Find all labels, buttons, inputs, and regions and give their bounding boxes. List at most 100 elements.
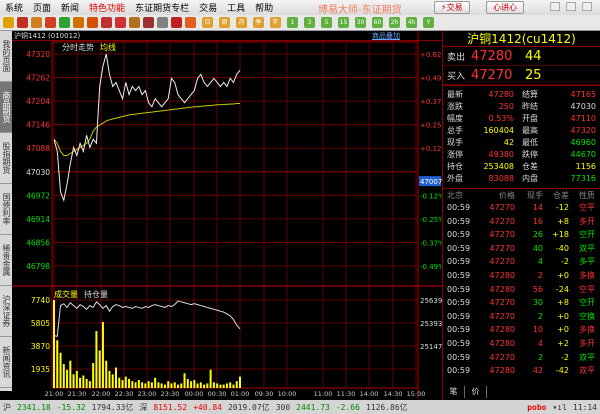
hs300-label: 300: [275, 402, 291, 412]
menu-item[interactable]: 特色功能: [89, 4, 126, 14]
sidebar-tab[interactable]: 沪深证券: [0, 286, 12, 337]
price-tick: 46914: [26, 215, 50, 224]
sidebar-tab[interactable]: 国债利率: [0, 184, 12, 235]
stat-value: 47320: [570, 126, 596, 135]
period-button[interactable]: 1: [287, 17, 298, 28]
layer-icon[interactable]: [101, 17, 112, 28]
table-icon[interactable]: [157, 17, 168, 28]
stat-label: 幅度: [447, 114, 463, 123]
period-button[interactable]: Y: [423, 17, 434, 28]
stat-value: 1156: [575, 162, 596, 171]
volume-bar: [56, 340, 59, 388]
hs300-change: -2.66: [335, 402, 360, 412]
period-button[interactable]: 15: [338, 17, 349, 28]
trade-qty: 4: [537, 257, 543, 267]
refresh-icon[interactable]: [59, 17, 70, 28]
zoom-out-icon[interactable]: [87, 17, 98, 28]
volume-bar: [72, 374, 75, 388]
sidebar-tab[interactable]: 商品期货: [0, 82, 12, 133]
menu-item[interactable]: 交易: [199, 4, 218, 14]
menu-item[interactable]: 页面: [33, 4, 52, 14]
menu-item[interactable]: 系统: [5, 4, 24, 14]
trade-tabs: 笔价: [443, 386, 487, 398]
stat-label: 持仓: [447, 162, 463, 171]
trade-row: 00:59 47270 16 +8 多开: [443, 215, 600, 229]
menu-item[interactable]: 工具: [227, 4, 246, 14]
trade-oi-change: -24: [555, 284, 569, 294]
volume-bar: [160, 383, 163, 388]
home-icon[interactable]: [17, 17, 28, 28]
intraday-chart-icon[interactable]: [171, 17, 182, 28]
trade-row: 00:59 47270 40 -40 双平: [443, 242, 600, 256]
stat-label: 结算: [522, 90, 538, 99]
stat-label: 总手: [447, 126, 463, 135]
period-button[interactable]: 5: [321, 17, 332, 28]
bid-row: 买入 47270 25: [443, 66, 600, 85]
period-button[interactable]: 年: [270, 17, 281, 28]
trade-button[interactable]: ⚡交易: [434, 1, 470, 14]
stat-value: 250: [498, 102, 514, 111]
add-overlay-link[interactable]: 商品叠加: [372, 32, 400, 40]
stat-label: 最新: [447, 90, 463, 99]
period-button[interactable]: 30: [355, 17, 366, 28]
volume-bar: [108, 370, 111, 388]
stat-row: 外盘 83088 内盘 77316: [443, 173, 600, 185]
close-button[interactable]: [582, 2, 592, 11]
pct-tick: -0.25%: [420, 216, 442, 224]
period-button[interactable]: 4h: [406, 17, 417, 28]
trade-price: 47270: [489, 216, 515, 226]
minimize-button[interactable]: [550, 2, 560, 11]
kline-icon[interactable]: [185, 17, 196, 28]
trade-price: 47270: [489, 230, 515, 240]
volume-bar: [222, 384, 225, 388]
menu-item[interactable]: 帮助: [255, 4, 274, 14]
menu-item[interactable]: 新闻: [61, 4, 80, 14]
pen-icon[interactable]: [115, 17, 126, 28]
trade-row: 00:59 47270 30 +8 空开: [443, 296, 600, 310]
sidebar-tab[interactable]: 稀贵金属: [0, 235, 12, 286]
page-icon[interactable]: [31, 17, 42, 28]
intraday-chart[interactable]: 47320 +0.62% 47262 +0.49% 47204 +0.37% 47146 +0…: [0, 0, 442, 400]
zoom-in-icon[interactable]: [73, 17, 84, 28]
price-tick: 47204: [26, 97, 50, 106]
trade-oi-change: +0: [557, 311, 569, 321]
filter-icon[interactable]: [143, 17, 154, 28]
sidebar-tab[interactable]: 股指期货: [0, 133, 12, 184]
quote-icon[interactable]: [45, 17, 56, 28]
trade-time: 00:59: [447, 284, 471, 294]
trade-type: 空开: [579, 230, 595, 240]
trade-price: 47280: [489, 270, 515, 280]
period-button[interactable]: 月: [236, 17, 247, 28]
period-button[interactable]: 周: [219, 17, 230, 28]
period-button[interactable]: 60: [372, 17, 383, 28]
trades-list[interactable]: 00:59 47270 14 -12 空平 00:59 47270 16 +8 多开 00:59 47…: [443, 201, 600, 378]
price-tick: 47262: [26, 74, 50, 83]
volume-bar: [203, 384, 206, 388]
trade-qty: 30: [532, 298, 543, 308]
sidebar-tab[interactable]: 新闻资讯: [0, 337, 12, 388]
period-button[interactable]: 3: [304, 17, 315, 28]
back-icon[interactable]: [3, 17, 14, 28]
sound-icon[interactable]: [129, 17, 140, 28]
period-button[interactable]: 季: [253, 17, 264, 28]
trade-tab[interactable]: 笔: [443, 386, 465, 398]
time-tick: 14:00: [360, 390, 379, 398]
symbol-header: 沪铜1412 (010012): [12, 31, 442, 41]
volume-bar: [183, 373, 186, 388]
period-button[interactable]: 日: [202, 17, 213, 28]
volume-bar: [53, 300, 55, 388]
signal-icon: ▾ıl: [552, 402, 567, 412]
menu-item[interactable]: 东证期货专栏: [135, 4, 190, 14]
period-button[interactable]: 2h: [389, 17, 400, 28]
maximize-button[interactable]: [566, 2, 576, 11]
time-tick: 21:30: [68, 390, 87, 398]
heart-button[interactable]: 心讲心: [486, 1, 524, 14]
app-title: 博易大师-东证期货: [318, 5, 402, 16]
trade-oi-change: -42: [555, 366, 569, 376]
volume-bar: [196, 383, 199, 388]
trade-tab[interactable]: 价: [465, 386, 487, 398]
oi-line: [53, 300, 241, 338]
volume-bar: [85, 378, 88, 388]
trade-qty: 10: [532, 325, 543, 335]
sidebar-tab[interactable]: 我的页面: [0, 31, 12, 82]
